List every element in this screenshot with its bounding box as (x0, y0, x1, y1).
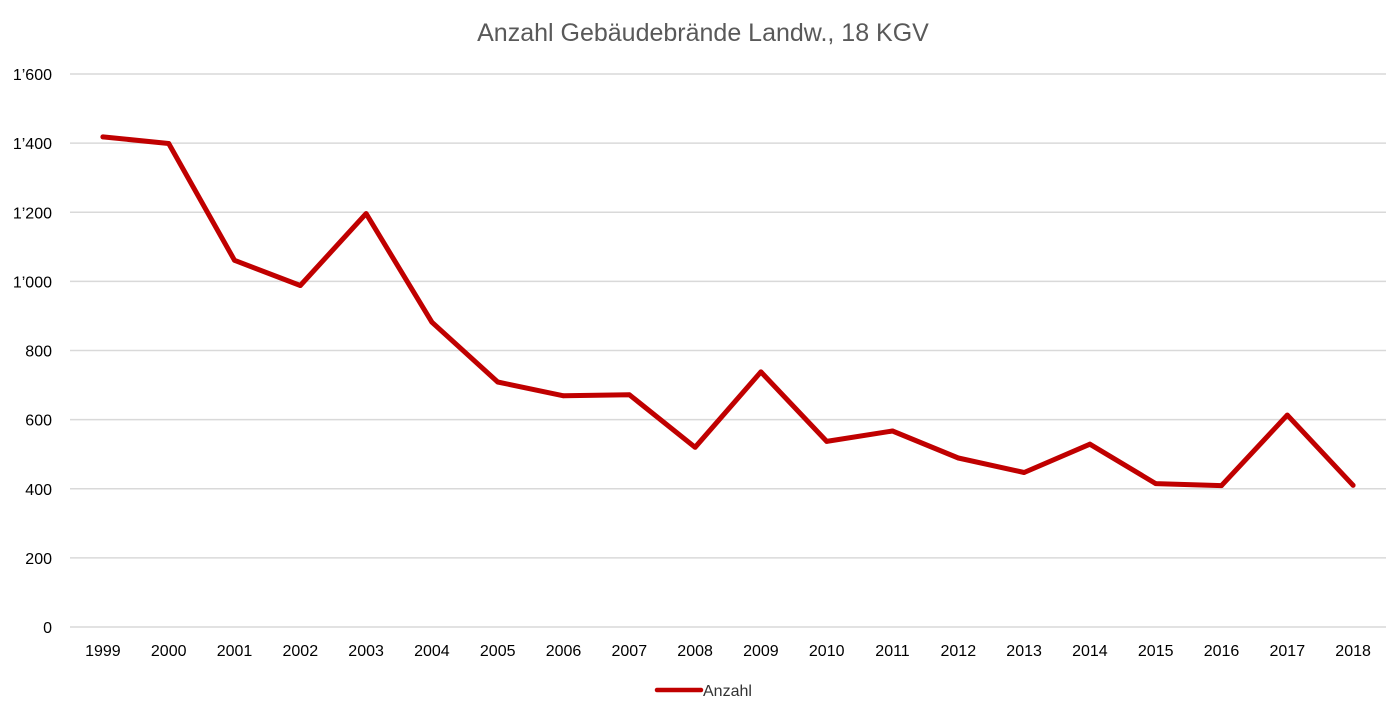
data-point (890, 428, 895, 434)
x-tick-label: 1999 (85, 643, 121, 660)
x-tick-label: 2015 (1138, 643, 1174, 660)
data-point (1153, 481, 1159, 486)
x-tick-label: 2002 (283, 643, 319, 660)
data-point (1284, 412, 1290, 418)
data-point (692, 444, 698, 450)
x-tick-label: 2011 (875, 643, 910, 660)
x-tick-label: 2012 (941, 643, 977, 660)
data-point (232, 257, 237, 263)
series-line-anzahl (100, 134, 1356, 489)
y-tick-label: 1’200 (13, 205, 52, 222)
x-tick-label: 2008 (677, 643, 713, 660)
x-tick-label: 2017 (1270, 643, 1306, 660)
x-tick-label: 2006 (546, 643, 582, 660)
y-tick-label: 400 (25, 482, 52, 499)
data-point (824, 438, 830, 444)
x-tick-label: 2018 (1335, 643, 1371, 660)
x-tick-label: 2004 (414, 643, 450, 660)
series-anzahl (100, 134, 1356, 489)
data-point (100, 134, 106, 140)
data-point (955, 455, 961, 461)
y-tick-label: 1’600 (13, 67, 52, 84)
x-tick-label: 2003 (348, 643, 384, 660)
y-tick-label: 200 (25, 551, 52, 568)
x-tick-label: 2009 (743, 643, 779, 660)
data-point (1350, 482, 1356, 488)
gridlines (70, 73, 1386, 628)
x-tick-label: 2007 (612, 643, 648, 660)
y-tick-label: 1’400 (13, 136, 52, 153)
x-tick-label: 2005 (480, 643, 516, 660)
data-point (561, 393, 566, 399)
legend-label-anzahl: Anzahl (703, 683, 752, 700)
data-point (1219, 483, 1224, 489)
x-tick-label: 2014 (1072, 643, 1108, 660)
x-tick-label: 2000 (151, 643, 187, 660)
x-tick-label: 2013 (1006, 643, 1042, 660)
y-tick-label: 1’000 (13, 274, 52, 291)
y-tick-label: 0 (43, 620, 52, 637)
data-point (626, 392, 632, 398)
data-point (1087, 441, 1093, 447)
data-point (166, 141, 172, 146)
data-point (758, 369, 764, 375)
x-tick-label: 2001 (217, 643, 253, 660)
data-point (495, 379, 501, 385)
x-tick-label: 2010 (809, 643, 845, 660)
data-point (297, 283, 303, 288)
data-point (363, 211, 369, 217)
x-tick-label: 2016 (1204, 643, 1240, 660)
data-point (429, 319, 435, 325)
data-point (1021, 470, 1027, 475)
x-axis-ticks: 1999 2000 2001 2002 2003 2004 2005 2006 2007 2008… (85, 643, 1371, 660)
y-tick-label: 600 (25, 413, 52, 430)
legend: Anzahl (654, 683, 752, 700)
chart-title: Anzahl Gebäudebrände Landw., 18 KGV (477, 19, 929, 47)
y-tick-label: 800 (25, 344, 52, 361)
y-axis-ticks: 0 200 400 600 800 1’000 1’200 1’400 1’600 (13, 67, 52, 637)
